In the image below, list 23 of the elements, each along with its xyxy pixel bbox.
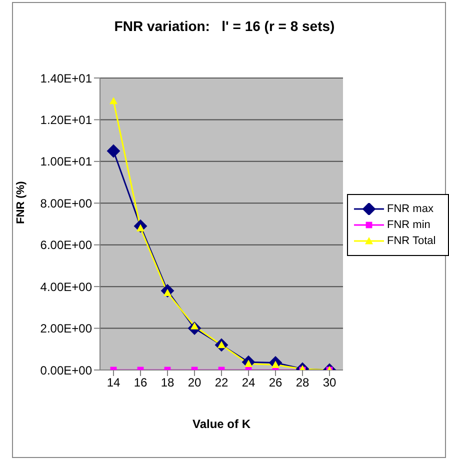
legend-label: FNR min xyxy=(387,219,430,231)
x-tick-label: 16 xyxy=(134,376,148,390)
y-tick-label: 0.00E+00 xyxy=(40,363,92,378)
legend-label: FNR Total xyxy=(387,235,436,247)
y-tick-label: 6.00E+00 xyxy=(40,238,92,252)
y-tick-label: 8.00E+00 xyxy=(40,196,92,210)
x-axis-title: Value of K xyxy=(192,417,251,431)
x-tick-label: 30 xyxy=(322,376,336,390)
y-tick-label: 1.20E+01 xyxy=(40,112,92,127)
x-tick-label: 28 xyxy=(296,376,310,390)
y-tick-label: 4.00E+00 xyxy=(40,280,92,294)
y-tick-label: 1.40E+01 xyxy=(40,71,92,86)
x-tick-label: 14 xyxy=(106,376,120,390)
y-tick-label: 1.00E+01 xyxy=(40,154,92,169)
y-axis-title: FNR (%) xyxy=(14,180,27,224)
x-tick-label: 20 xyxy=(188,376,202,390)
x-tick-label: 24 xyxy=(242,376,256,390)
x-tick-label: 22 xyxy=(214,376,228,390)
chart-title: FNR variation: l' = 16 (r = 8 sets) xyxy=(113,18,336,34)
y-tick-label: 2.00E+00 xyxy=(40,322,92,336)
legend-label: FNR max xyxy=(387,203,434,215)
x-tick-label: 26 xyxy=(268,376,282,390)
x-tick-label: 18 xyxy=(160,376,174,390)
